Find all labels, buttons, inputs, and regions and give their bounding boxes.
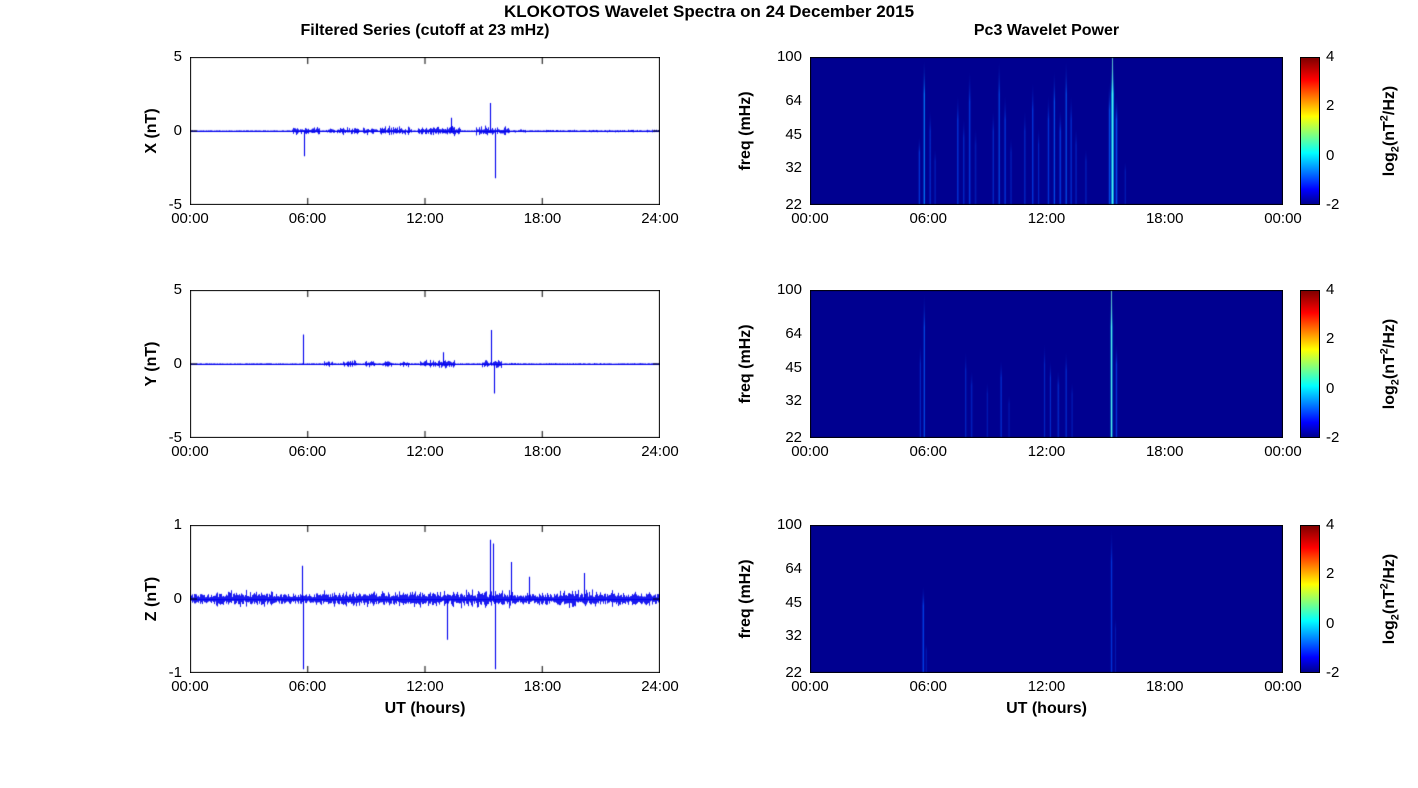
- tick-label: 06:00: [909, 678, 948, 695]
- colorbar: [1300, 57, 1320, 205]
- colorbar-label-sub: 2: [1389, 146, 1402, 153]
- colorbar-label-text: log: [1381, 385, 1399, 410]
- tick-label: 0: [1326, 146, 1335, 164]
- tick-label: 64: [785, 324, 802, 342]
- tick-label: 2: [1326, 565, 1335, 583]
- colorbar-label: log2(nT2/Hz): [1379, 86, 1402, 176]
- tick-label: 12:00: [406, 210, 444, 227]
- tick-label: 06:00: [909, 210, 948, 227]
- colorbar-label-text: /Hz): [1381, 85, 1399, 116]
- tick-label: 1: [173, 516, 182, 533]
- colorbar-label-text: /Hz): [1381, 553, 1399, 584]
- left-column-title: Filtered Series (cutoff at 23 mHz): [300, 22, 550, 39]
- tick-label: -2: [1326, 196, 1340, 213]
- tick-label: 45: [785, 594, 802, 612]
- tick-label: 22: [785, 664, 802, 681]
- tick-label: 18:00: [1145, 678, 1184, 695]
- colorbar: [1300, 290, 1320, 438]
- colorbar-label-sup: 2: [1378, 348, 1391, 355]
- tick-label: 45: [785, 359, 802, 377]
- timeseries-canvas-z: [190, 525, 660, 673]
- tick-label: 12:00: [406, 678, 444, 695]
- tick-label: 18:00: [523, 443, 562, 460]
- tick-label: -5: [168, 429, 182, 446]
- tick-label: 00:00: [1264, 678, 1302, 695]
- tick-label: 22: [785, 429, 802, 446]
- colorbar-label-sup: 2: [1378, 115, 1391, 122]
- tick-label: 00:00: [1264, 210, 1302, 227]
- tick-label: 32: [785, 159, 802, 177]
- spectrogram-canvas-z: [810, 525, 1283, 673]
- colorbar-label-text: (nT: [1381, 589, 1399, 615]
- tick-label: 100: [776, 48, 802, 65]
- colorbar-label-sub: 2: [1389, 379, 1402, 386]
- tick-label: 06:00: [288, 210, 327, 227]
- figure-title: KLOKOTOS Wavelet Spectra on 24 December …: [503, 2, 915, 21]
- tick-label: 00:00: [1264, 443, 1302, 460]
- tick-label: 64: [785, 559, 802, 577]
- timeseries-canvas-x: [190, 57, 660, 205]
- colorbar: [1300, 525, 1320, 673]
- colorbar-label-text: log: [1381, 620, 1399, 645]
- tick-label: 0: [173, 122, 182, 139]
- tick-label: 12:00: [406, 443, 444, 460]
- tick-label: 18:00: [523, 678, 562, 695]
- tick-label: 06:00: [909, 443, 948, 460]
- colorbar-label-text: (nT: [1381, 354, 1399, 380]
- colorbar-label-sup: 2: [1378, 583, 1391, 590]
- tick-label: 18:00: [523, 210, 562, 227]
- tick-label: 00:00: [171, 443, 209, 460]
- tick-label: 12:00: [1027, 443, 1066, 460]
- colorbar-label-text: /Hz): [1381, 318, 1399, 349]
- spectrogram-canvas-x: [810, 57, 1283, 205]
- tick-label: 24:00: [641, 678, 679, 695]
- tick-label: 00:00: [791, 443, 829, 460]
- tick-label: 06:00: [288, 678, 327, 695]
- colorbar-label-text: log: [1381, 152, 1399, 177]
- tick-label: 00:00: [171, 210, 209, 227]
- spectrogram-canvas-y: [810, 290, 1283, 438]
- tick-label: 45: [785, 126, 802, 144]
- tick-label: 0: [1326, 614, 1335, 632]
- tick-label: 18:00: [1145, 210, 1184, 227]
- tick-label: 4: [1326, 48, 1335, 65]
- tick-label: 0: [1326, 379, 1335, 397]
- tick-label: 32: [785, 392, 802, 410]
- xlabel-left: UT (hours): [384, 700, 466, 717]
- tick-label: 4: [1326, 281, 1335, 298]
- tick-label: 06:00: [288, 443, 327, 460]
- colorbar-label: log2(nT2/Hz): [1379, 319, 1402, 409]
- tick-label: 24:00: [641, 210, 679, 227]
- tick-label: 2: [1326, 97, 1335, 115]
- colorbar-label-text: (nT: [1381, 121, 1399, 147]
- tick-label: 2: [1326, 330, 1335, 348]
- tick-label: 00:00: [791, 678, 829, 695]
- tick-label: 100: [776, 281, 802, 298]
- tick-label: 32: [785, 627, 802, 645]
- tick-label: -5: [168, 196, 182, 213]
- tick-label: -2: [1326, 429, 1340, 446]
- tick-label: 12:00: [1027, 678, 1066, 695]
- tick-label: 0: [173, 355, 182, 372]
- tick-label: 24:00: [641, 443, 679, 460]
- tick-label: 64: [785, 91, 802, 109]
- tick-label: 5: [173, 48, 182, 65]
- tick-label: 22: [785, 196, 802, 213]
- timeseries-canvas-y: [190, 290, 660, 438]
- tick-label: 12:00: [1027, 210, 1066, 227]
- tick-label: 5: [173, 281, 182, 298]
- right-column-title: Pc3 Wavelet Power: [973, 22, 1120, 39]
- tick-label: 0: [173, 590, 182, 607]
- colorbar-label: log2(nT2/Hz): [1379, 554, 1402, 644]
- colorbar-label-sub: 2: [1389, 614, 1402, 621]
- tick-label: 100: [776, 516, 802, 533]
- tick-label: 00:00: [171, 678, 209, 695]
- tick-label: 00:00: [791, 210, 829, 227]
- tick-label: 4: [1326, 516, 1335, 533]
- tick-label: -2: [1326, 664, 1340, 681]
- tick-label: 18:00: [1145, 443, 1184, 460]
- tick-label: -1: [168, 664, 182, 681]
- xlabel-right: UT (hours): [1006, 700, 1087, 717]
